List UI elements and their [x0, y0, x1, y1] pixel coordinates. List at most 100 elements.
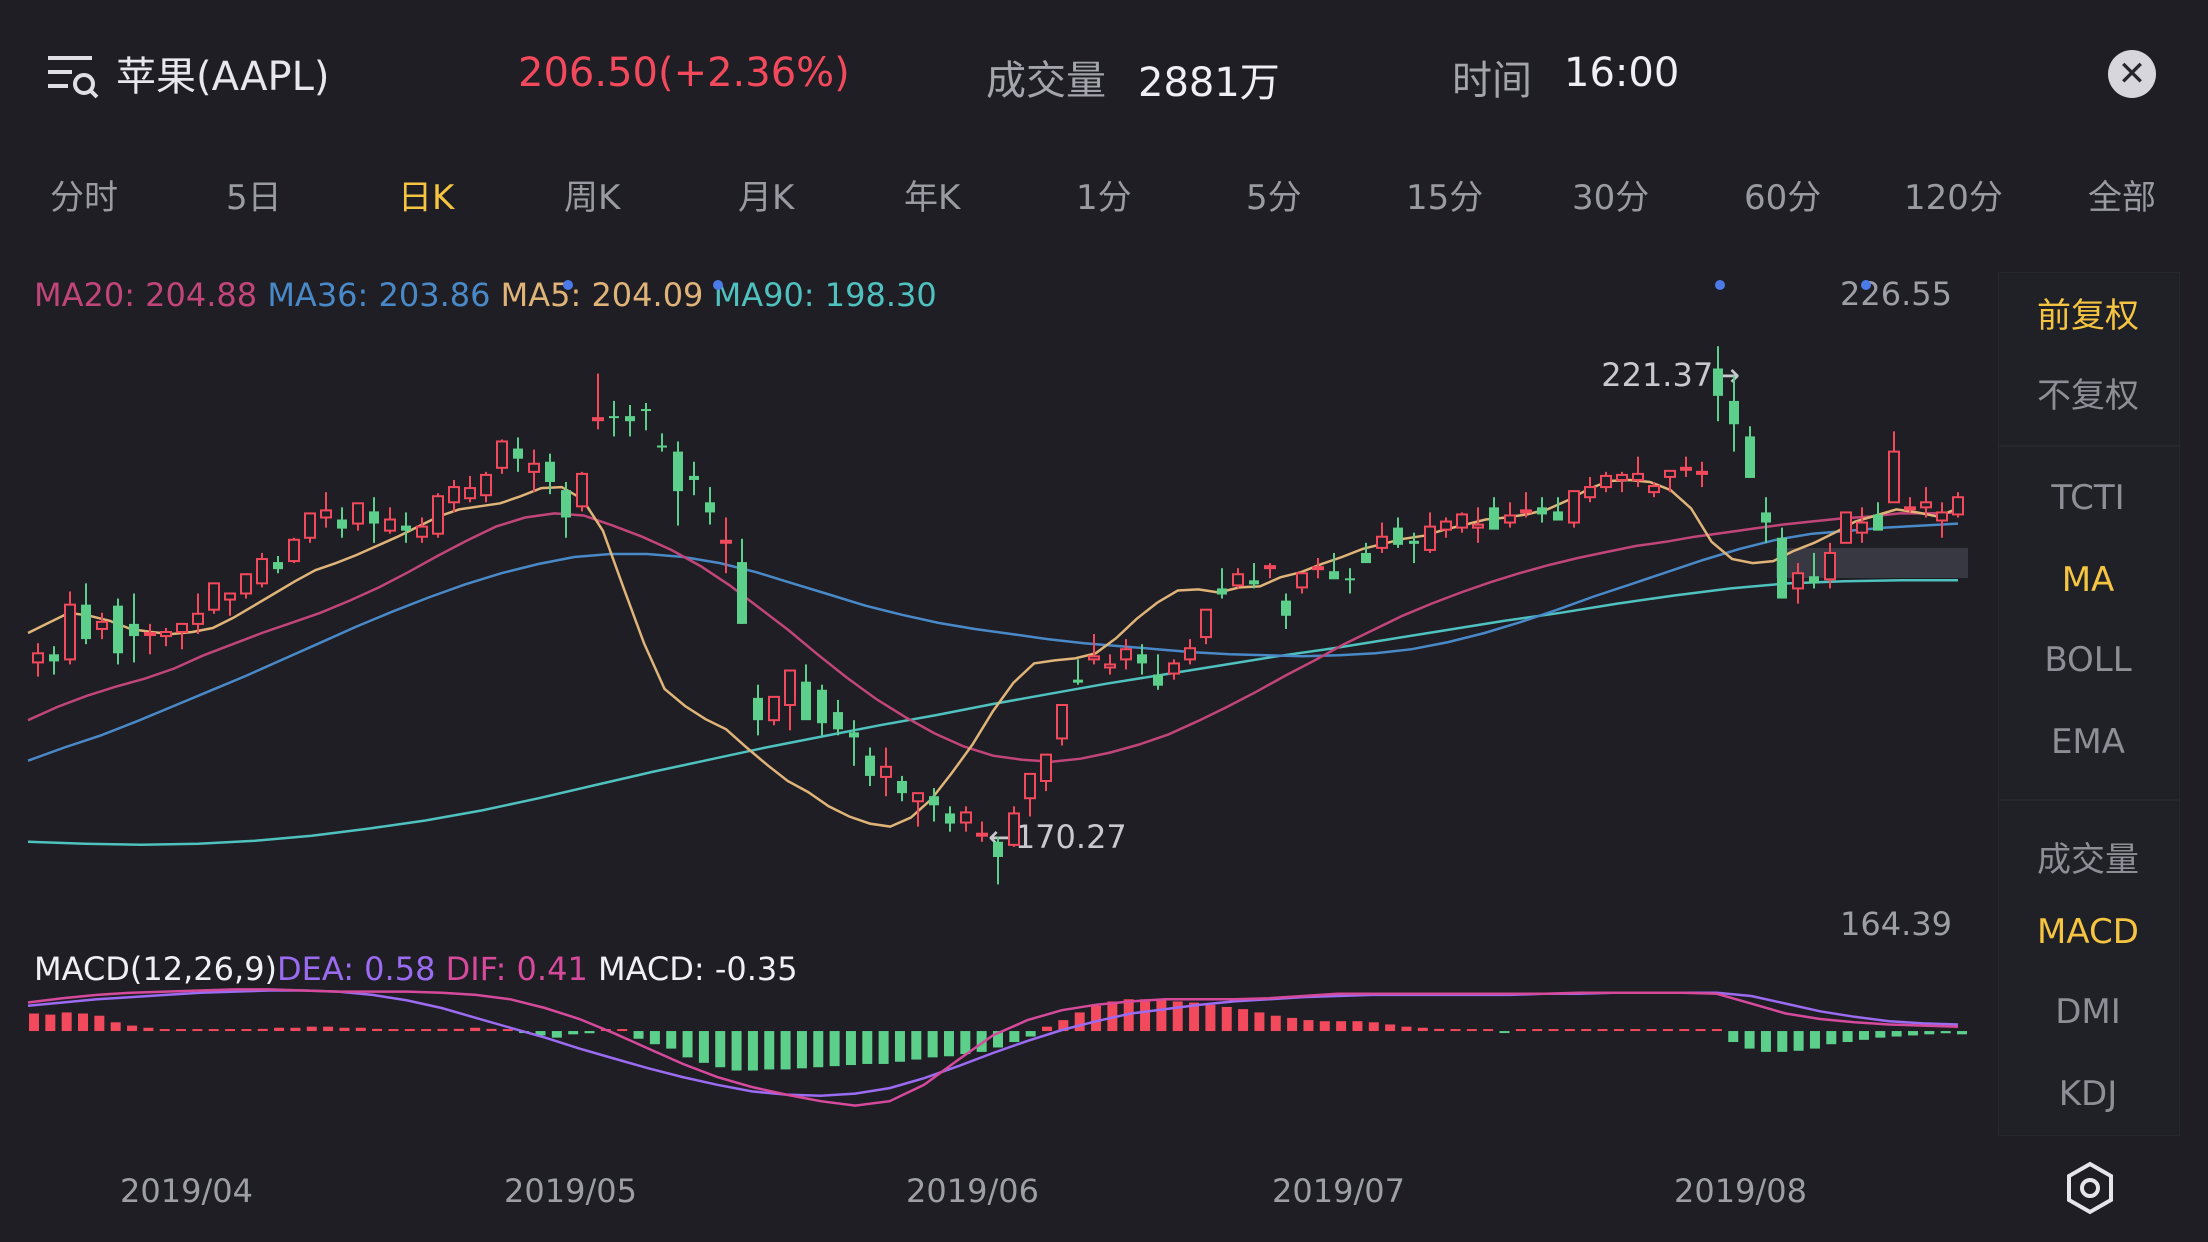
tab-1[interactable]: 5日 [226, 178, 282, 218]
candle [513, 437, 523, 472]
candle-body [240, 573, 252, 595]
side-item-main_indicators-1[interactable]: MA [2061, 560, 2115, 600]
candle [945, 806, 955, 832]
side-item-sub_indicators-1[interactable]: MACD [2037, 912, 2139, 952]
ma90-line [27, 579, 1958, 847]
macd-bar [192, 1029, 203, 1032]
candle [1616, 471, 1628, 493]
macd-bar [927, 1031, 938, 1058]
tab-9[interactable]: 30分 [1572, 178, 1650, 218]
side-item-adjust-1[interactable]: 不复权 [2037, 376, 2139, 416]
candle-body [513, 448, 523, 459]
macd-bar [1793, 1031, 1804, 1051]
candle [432, 493, 444, 538]
candle-body [1809, 576, 1819, 584]
candle-body [1393, 527, 1403, 545]
candle-body [592, 417, 604, 422]
tab-3[interactable]: 周K [564, 178, 621, 218]
candle [1632, 456, 1644, 488]
macd-bar [257, 1028, 268, 1032]
side-item-main_indicators-3[interactable]: EMA [2050, 722, 2126, 762]
macd-bar [878, 1031, 889, 1064]
macd-bar [1303, 1020, 1314, 1032]
menu-search-icon[interactable] [44, 48, 100, 104]
tab-2[interactable]: 日K [398, 178, 455, 218]
macd-bar [1695, 1029, 1706, 1032]
tab-11[interactable]: 120分 [1904, 178, 2003, 218]
macd-bar [1483, 1029, 1494, 1032]
stock-name: 苹果(AAPL) [116, 54, 330, 100]
side-item-sub_indicators-2[interactable]: DMI [2055, 992, 2121, 1032]
side-item-sub_indicators-3[interactable]: KDJ [2058, 1074, 2118, 1114]
macd-bar [323, 1026, 334, 1032]
side-item-sub_indicators-0[interactable]: 成交量 [2037, 840, 2139, 880]
dea-line [27, 989, 1959, 1097]
candle [416, 517, 428, 543]
candle-body [641, 409, 651, 412]
legend-dif: DIF: 0.41 [445, 950, 588, 988]
candle-body [833, 712, 843, 730]
macd-bar [796, 1031, 807, 1069]
candle-body [912, 792, 924, 803]
candle [1040, 753, 1052, 792]
candle [401, 512, 411, 543]
candle [1504, 502, 1516, 528]
candle-body [1729, 400, 1739, 425]
macd-bar [372, 1028, 383, 1032]
candle [496, 439, 508, 474]
candle-body [609, 416, 619, 419]
candle [1281, 593, 1291, 629]
tab-0[interactable]: 分时 [50, 178, 118, 218]
macd-bar [845, 1031, 856, 1066]
candle-body [976, 832, 988, 837]
macd-bar [159, 1029, 170, 1032]
macd-bar [1875, 1031, 1886, 1038]
candle-body [576, 472, 588, 508]
tab-5[interactable]: 年K [904, 178, 961, 218]
close-icon[interactable]: ✕ [2108, 50, 2156, 98]
macd-bar [894, 1031, 905, 1062]
candle [1600, 471, 1612, 493]
candle-body [865, 755, 875, 776]
macd-bar [1679, 1029, 1690, 1032]
candle [1424, 512, 1436, 553]
candle [705, 487, 715, 525]
candle [1200, 608, 1212, 645]
legend-ma90: MA90: 198.30 [713, 276, 937, 314]
candle-body [1217, 588, 1227, 595]
candle [113, 598, 123, 665]
settings-gear-icon[interactable] [2062, 1160, 2118, 1216]
macd-bar [682, 1031, 693, 1058]
candle-body [880, 765, 892, 778]
tab-8[interactable]: 15分 [1406, 178, 1484, 218]
candle [1376, 522, 1388, 553]
candle-body [1824, 551, 1836, 581]
candle-body [1888, 450, 1900, 504]
side-item-main_indicators-0[interactable]: TCTI [2051, 478, 2125, 518]
macd-bar [780, 1031, 791, 1070]
side-item-adjust-0[interactable]: 前复权 [2037, 296, 2139, 336]
y-min-label: 164.39 [1840, 905, 1952, 943]
macd-bar [1630, 1029, 1641, 1032]
high-annotation: 221.37→ [1601, 356, 1740, 394]
tab-10[interactable]: 60分 [1744, 178, 1822, 218]
candle-body [1456, 513, 1468, 529]
candle-body [1904, 506, 1916, 511]
macd-bar [1581, 1029, 1592, 1032]
candle [129, 593, 139, 663]
candle [1232, 568, 1244, 589]
candle [224, 592, 236, 616]
tab-4[interactable]: 月K [738, 178, 795, 218]
candle [641, 402, 651, 431]
tab-6[interactable]: 1分 [1076, 178, 1132, 218]
tab-12[interactable]: 全部 [2088, 178, 2156, 218]
side-item-main_indicators-2[interactable]: BOLL [2044, 640, 2132, 680]
candle-body [784, 669, 796, 706]
candle-body [1424, 525, 1436, 551]
macd-bar [731, 1031, 742, 1071]
candle [1584, 476, 1596, 503]
candle-body [1952, 496, 1964, 516]
tab-7[interactable]: 5分 [1246, 178, 1302, 218]
ma-legend: MA20: 204.88 MA36: 203.86 MA5: 204.09 MA… [34, 276, 937, 314]
candle [960, 806, 972, 832]
